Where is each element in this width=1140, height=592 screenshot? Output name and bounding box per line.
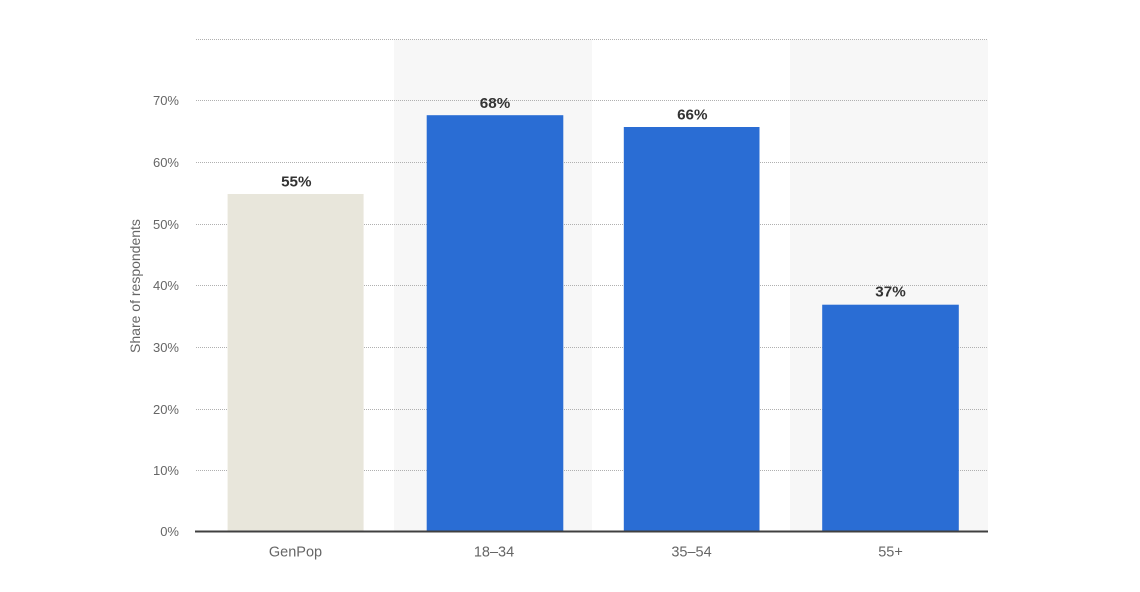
svg-text:55%: 55% — [281, 173, 312, 190]
svg-text:30%: 30% — [153, 340, 179, 355]
svg-text:18–34: 18–34 — [474, 544, 514, 560]
svg-text:70%: 70% — [153, 93, 179, 108]
svg-text:40%: 40% — [153, 278, 179, 293]
svg-text:Share of respondents: Share of respondents — [127, 219, 143, 353]
svg-text:60%: 60% — [153, 155, 179, 170]
svg-text:68%: 68% — [480, 95, 511, 112]
svg-text:55+: 55+ — [878, 544, 903, 560]
svg-text:10%: 10% — [153, 463, 179, 478]
svg-text:0%: 0% — [160, 524, 179, 539]
svg-text:GenPop: GenPop — [269, 544, 322, 560]
svg-text:37%: 37% — [875, 284, 906, 301]
svg-text:35–54: 35–54 — [671, 544, 711, 560]
svg-text:50%: 50% — [153, 217, 179, 232]
svg-text:20%: 20% — [153, 402, 179, 417]
svg-text:66%: 66% — [677, 107, 708, 124]
